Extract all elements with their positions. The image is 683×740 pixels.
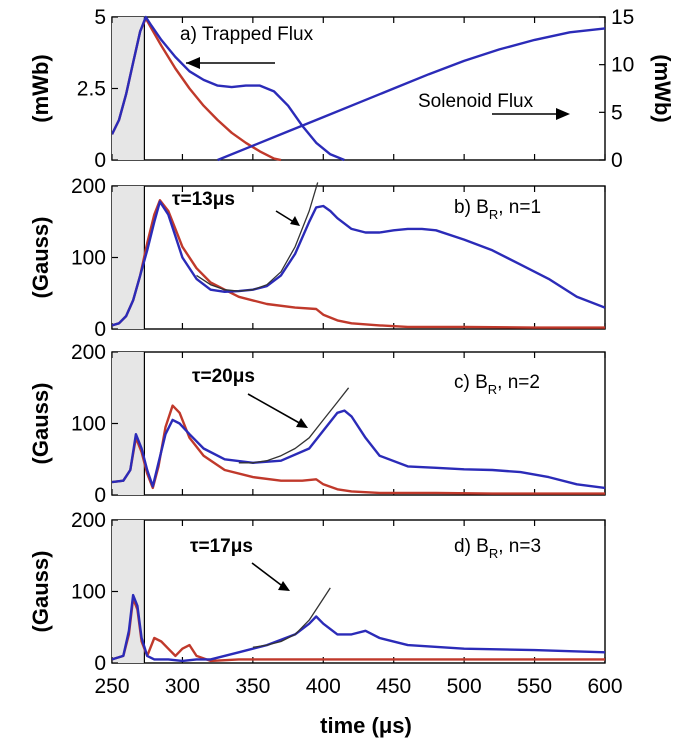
panel-c-ytick-label: 200 (71, 341, 106, 364)
panel-a-ytick-label: 2.5 (77, 78, 106, 101)
panel-b-ytick-label: 0 (94, 318, 106, 341)
panel-b-tau-arrowhead (290, 216, 300, 226)
panel-a-series-blue-1 (112, 15, 345, 162)
panel-a-ytick-right-label: 15 (611, 6, 634, 29)
x-tick-label: 600 (587, 675, 622, 698)
panel-a-ytick-right-label: 10 (611, 54, 634, 77)
panel-c-series-blue-1 (112, 409, 605, 490)
solenoid-flux-arrowhead (556, 108, 570, 120)
x-tick-label: 350 (235, 675, 270, 698)
panel-d-ylabel: (Gauss) (28, 551, 53, 633)
x-axis-label: time (μs) (320, 713, 412, 738)
panel-a-ytick-right-label: 0 (611, 149, 623, 172)
panel-b-ytick-label: 200 (71, 175, 106, 198)
panel-a: 0 2.5 5 0 5 10 15 (mWb) (mWb) (28, 6, 675, 172)
panel-c-tau-arrow (247, 393, 304, 426)
panel-b-tau: τ=13μs (172, 189, 235, 210)
panel-a-frame (111, 16, 606, 161)
panel-d-series-red-0 (112, 597, 605, 663)
panel-b-ylabel: (Gauss) (28, 217, 53, 299)
panel-b-series-blue-1 (112, 200, 605, 327)
panel-d: 0 100 200 (Gauss) (28, 509, 606, 675)
panel-c: 0 100 200 (Gauss) (28, 341, 606, 507)
x-tick-label: 250 (94, 675, 129, 698)
panel-d-tau: τ=17μs (190, 536, 253, 557)
panel-d-series-blue-1 (112, 593, 605, 663)
panel-d-ytick-label: 200 (71, 509, 106, 532)
x-tick-label: 450 (376, 675, 411, 698)
panel-d-frame (111, 519, 606, 664)
panel-c-ytick-label: 0 (94, 484, 106, 507)
x-tick-label: 550 (517, 675, 552, 698)
panel-a-label: a) Trapped Flux (180, 24, 314, 45)
panel-b-frame (111, 185, 606, 330)
panel-d-series-fit-2 (252, 587, 331, 648)
x-tick-label: 500 (447, 675, 482, 698)
panel-b-label: b) BR, n=1 (454, 197, 541, 222)
panel-d-tau-arrow (251, 562, 286, 589)
panel-c-ylabel: (Gauss) (28, 383, 53, 465)
panel-a-ytick-label: 5 (94, 6, 106, 29)
panel-b-series-fit-2 (196, 182, 319, 292)
panel-a-ylabel: (mWb) (28, 54, 53, 122)
x-tick-label: 400 (306, 675, 341, 698)
panel-c-series-fit-2 (238, 387, 350, 464)
panel-d-ytick-label: 100 (71, 581, 106, 604)
solenoid-flux-label: Solenoid Flux (418, 91, 534, 112)
panel-c-tau: τ=20μs (192, 366, 255, 387)
panel-a-ylabel-right: (mWb) (650, 54, 675, 122)
panel-d-label: d) BR, n=3 (454, 536, 541, 561)
panel-d-ytick-label: 0 (94, 652, 106, 675)
panel-b-ytick-label: 100 (71, 247, 106, 270)
panel-a-series-blue-2 (217, 27, 605, 162)
panel-c-ytick-label: 100 (71, 413, 106, 436)
trapped-flux-arrowhead (186, 57, 200, 69)
panel-b: 0 100 200 (Gauss) (28, 175, 606, 341)
panel-a-ytick-right-label: 5 (611, 101, 623, 124)
panel-c-label: c) BR, n=2 (454, 372, 540, 397)
x-tick-label: 300 (165, 675, 200, 698)
panel-d-tau-arrowhead (278, 581, 290, 591)
panel-c-tau-arrowhead (296, 418, 308, 428)
panel-a-ytick-label: 0 (94, 149, 106, 172)
